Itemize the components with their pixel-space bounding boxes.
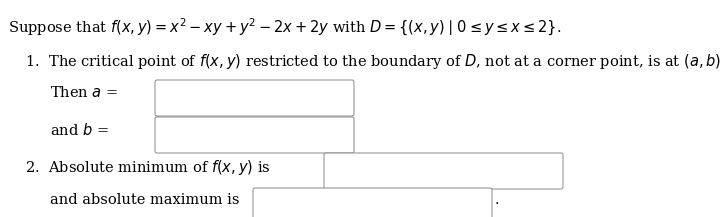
Text: Suppose that $f(x, y) = x^2 - xy + y^2 - 2x + 2y$ with $D = \{(x, y) \mid 0 \leq: Suppose that $f(x, y) = x^2 - xy + y^2 -… (8, 17, 561, 38)
Text: 1.  The critical point of $f(x, y)$ restricted to the boundary of $D$, not at a : 1. The critical point of $f(x, y)$ restr… (25, 52, 721, 71)
Text: and absolute maximum is: and absolute maximum is (50, 193, 239, 207)
FancyBboxPatch shape (324, 153, 563, 189)
Text: and $b$ =: and $b$ = (50, 122, 109, 138)
FancyBboxPatch shape (253, 188, 492, 217)
Text: .: . (495, 193, 500, 207)
Text: Then $a$ =: Then $a$ = (50, 85, 118, 100)
FancyBboxPatch shape (155, 80, 354, 116)
Text: 2.  Absolute minimum of $f(x, y)$ is: 2. Absolute minimum of $f(x, y)$ is (25, 158, 270, 177)
FancyBboxPatch shape (155, 117, 354, 153)
